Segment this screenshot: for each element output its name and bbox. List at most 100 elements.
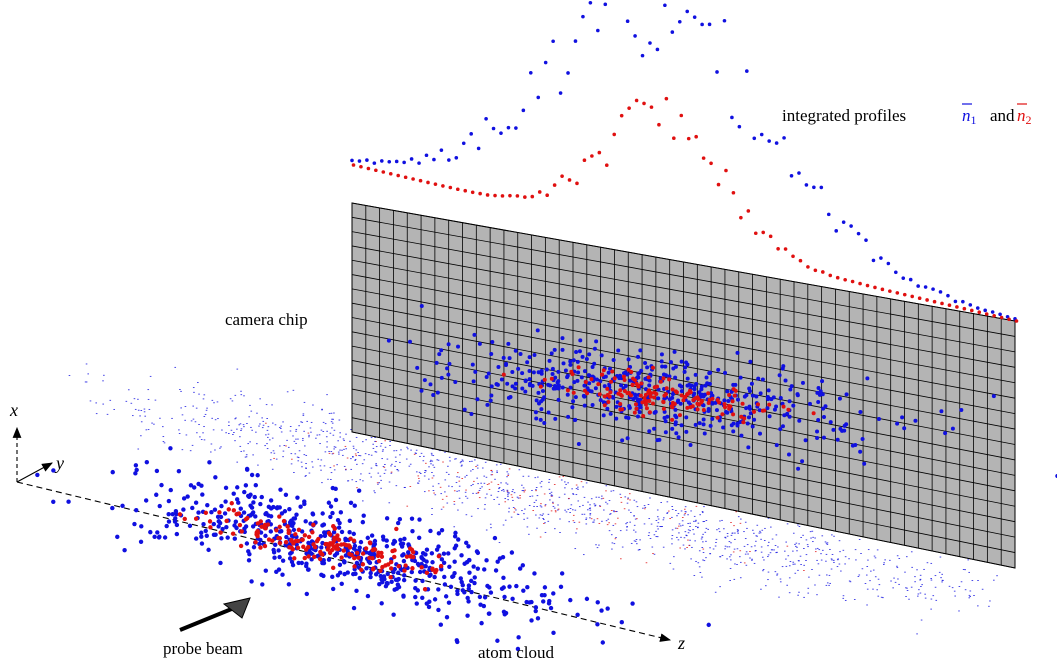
- atom-dot-species-2: [285, 524, 290, 529]
- faint-atom-dot: [195, 407, 198, 409]
- atom-dot-species-2: [329, 547, 335, 553]
- image-dot-species-2: [722, 402, 727, 407]
- atom-dot-species-1: [507, 584, 512, 589]
- atom-dot-species-1: [134, 507, 139, 513]
- faint-atom-dot: [707, 528, 709, 530]
- atom-dot-species-1: [246, 493, 251, 499]
- faint-atom-dot: [818, 549, 821, 551]
- atom-dot-species-2: [234, 512, 239, 517]
- faint-atom-dot: [786, 545, 789, 547]
- faint-atom-dot: [627, 498, 629, 500]
- faint-atom-dot: [159, 417, 161, 419]
- faint-atom-dot: [626, 522, 629, 524]
- image-dot-species-1: [774, 404, 779, 409]
- faint-atom-dot: [701, 511, 704, 512]
- image-dot-species-1: [571, 358, 576, 363]
- atom-dot-species-1: [330, 485, 335, 491]
- faint-atom-dot: [279, 445, 281, 447]
- image-dot-species-1: [556, 386, 561, 391]
- image-dot-species-1: [754, 394, 759, 399]
- faint-atom-dot: [389, 441, 391, 443]
- image-dot-species-1: [765, 406, 770, 411]
- atom-dot-species-1: [459, 579, 464, 585]
- image-dot-species-2: [618, 402, 623, 407]
- faint-atom-dot: [662, 519, 665, 521]
- faint-atom-dot: [788, 565, 791, 567]
- faint-atom-dot: [458, 490, 460, 492]
- faint-atom-dot: [612, 524, 615, 526]
- atom-dot-species-2: [302, 533, 308, 538]
- profile-n1-point: [521, 108, 526, 113]
- atom-dot-species-1: [392, 587, 397, 592]
- faint-atom-dot: [295, 442, 297, 444]
- image-dot-species-1: [499, 377, 504, 382]
- profile-n1-point: [879, 256, 883, 260]
- faint-atom-dot: [189, 450, 192, 452]
- faint-atom-dot: [680, 536, 682, 538]
- faint-atom-dot: [865, 574, 868, 576]
- profile-n2-point: [910, 294, 915, 299]
- faint-atom-dot: [598, 544, 600, 546]
- faint-atom-dot: [448, 485, 450, 487]
- faint-atom-dot: [470, 470, 472, 472]
- faint-atom-dot: [930, 579, 933, 581]
- faint-atom-dot: [644, 508, 646, 510]
- faint-atom-dot: [866, 604, 868, 606]
- atom-dot-species-1: [266, 513, 271, 518]
- faint-atom-dot: [619, 530, 622, 532]
- faint-atom-dot: [449, 460, 451, 462]
- profile-n2-point: [902, 292, 907, 297]
- faint-atom-dot: [512, 507, 515, 508]
- faint-atom-dot: [796, 546, 798, 548]
- faint-atom-dot: [271, 422, 274, 424]
- faint-atom-dot: [338, 453, 340, 455]
- faint-atom-dot: [310, 421, 313, 423]
- faint-atom-dot: [569, 508, 572, 509]
- faint-atom-dot: [275, 458, 278, 460]
- image-dot-species-2: [601, 368, 606, 373]
- image-dot-species-1: [534, 398, 539, 403]
- image-dot-species-1: [673, 375, 678, 380]
- atom-dot-species-2: [331, 565, 336, 571]
- profile-n1-point: [447, 158, 451, 162]
- faint-atom-dot: [417, 482, 420, 484]
- faint-atom-dot: [702, 552, 705, 553]
- faint-atom-dot: [355, 455, 358, 457]
- faint-atom-dot: [440, 508, 443, 510]
- image-dot-species-1: [821, 435, 826, 440]
- atom-dot-species-1: [477, 594, 483, 600]
- atom-dot-species-1: [501, 575, 506, 580]
- profile-n2-point: [463, 188, 468, 193]
- atom-dot-species-2: [323, 541, 328, 547]
- image-dot-species-1: [707, 371, 712, 376]
- faint-atom-dot: [548, 481, 550, 483]
- faint-atom-dot: [861, 568, 864, 570]
- faint-atom-dot: [930, 578, 932, 579]
- faint-atom-dot: [786, 523, 789, 525]
- atom-dot-species-1: [401, 552, 406, 557]
- faint-atom-dot: [572, 493, 575, 495]
- profile-n1-point: [543, 60, 548, 65]
- atom-dot-species-1: [484, 558, 489, 563]
- image-dot-species-2: [648, 394, 653, 399]
- image-dot-species-2: [646, 375, 651, 380]
- image-dot-species-2: [542, 377, 547, 382]
- faint-atom-dot: [687, 529, 690, 531]
- faint-atom-dot: [587, 501, 589, 503]
- faint-atom-dot: [267, 433, 270, 435]
- atom-dot-species-2: [301, 544, 306, 549]
- faint-atom-dot: [536, 495, 539, 497]
- faint-atom-dot: [736, 548, 739, 550]
- image-dot-species-2: [626, 367, 631, 372]
- atom-dot-species-1: [450, 574, 455, 579]
- image-dot-species-2: [706, 401, 711, 406]
- faint-atom-dot: [794, 572, 797, 574]
- image-dot-species-1: [582, 383, 587, 388]
- faint-atom-dot: [339, 449, 341, 451]
- image-dot-species-2: [727, 406, 732, 411]
- image-dot-species-1: [594, 339, 599, 344]
- faint-atom-dot: [825, 560, 827, 562]
- faint-atom-dot: [858, 574, 861, 576]
- atom-dot-species-1: [409, 569, 415, 575]
- faint-atom-dot: [695, 560, 697, 562]
